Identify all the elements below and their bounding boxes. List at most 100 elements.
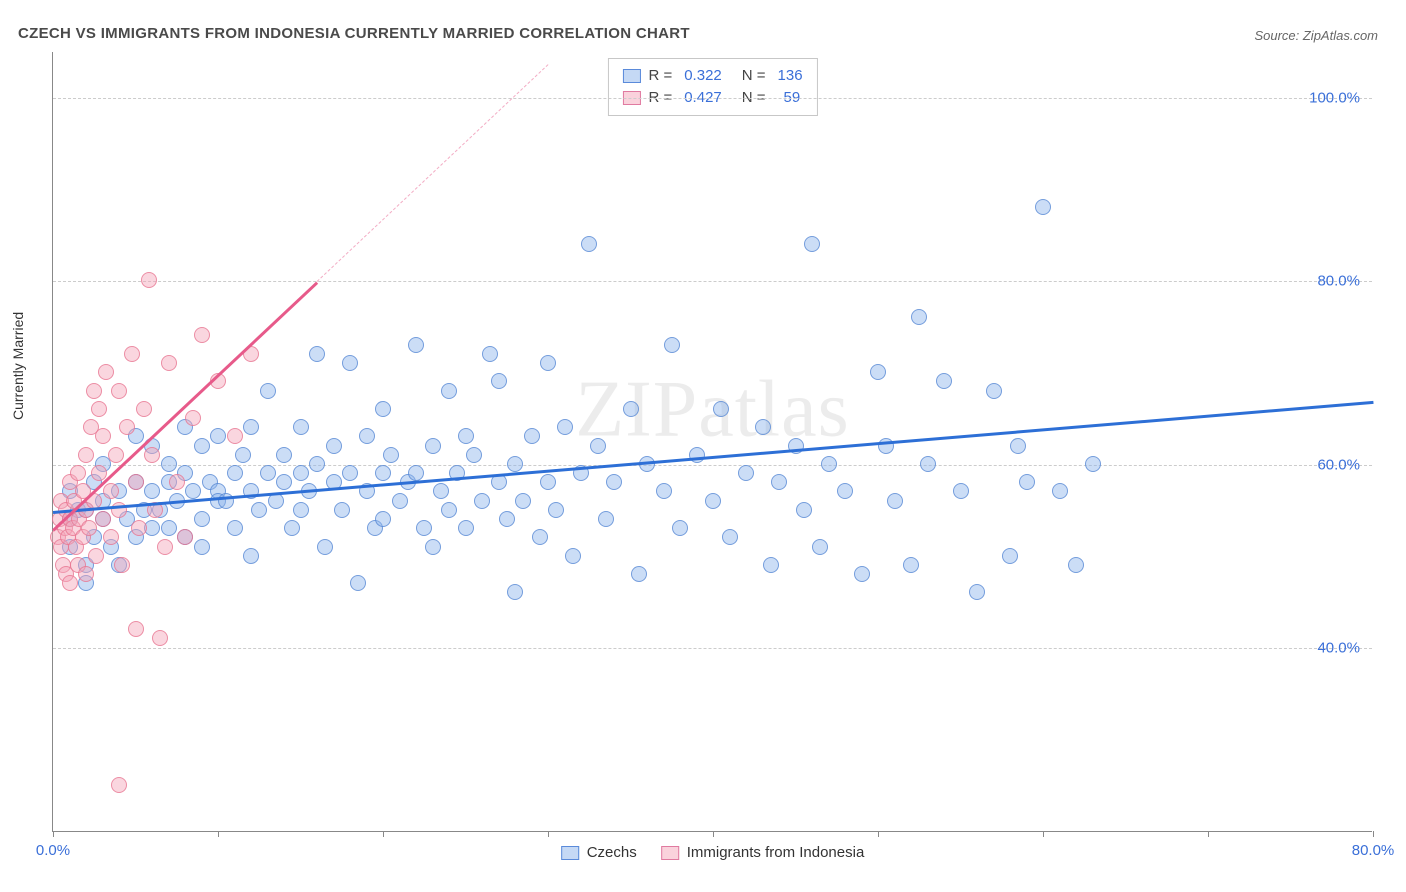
scatter-point [227,520,243,536]
scatter-point [342,355,358,371]
y-tick-label: 60.0% [1317,456,1360,473]
scatter-point [326,438,342,454]
scatter-point [771,474,787,490]
scatter-point [1052,483,1068,499]
scatter-point [656,483,672,499]
scatter-point [194,539,210,555]
gridline [53,465,1372,466]
scatter-point [920,456,936,472]
scatter-point [903,557,919,573]
scatter-point [260,465,276,481]
scatter-point [713,401,729,417]
scatter-point [108,447,124,463]
scatter-point [210,428,226,444]
scatter-point [969,584,985,600]
scatter-point [1019,474,1035,490]
x-tick [713,831,714,837]
scatter-point [631,566,647,582]
scatter-point [540,474,556,490]
scatter-point [194,511,210,527]
scatter-point [911,309,927,325]
scatter-point [1010,438,1026,454]
scatter-point [623,401,639,417]
scatter-point [334,502,350,518]
scatter-point [433,483,449,499]
scatter-point [507,456,523,472]
scatter-point [114,557,130,573]
scatter-point [738,465,754,481]
scatter-point [141,272,157,288]
plot-area: ZIPatlas R = 0.322 N = 136 R = 0.427 N =… [52,52,1372,832]
scatter-point [350,575,366,591]
scatter-point [482,346,498,362]
scatter-point [131,520,147,536]
scatter-point [293,419,309,435]
legend-item-czechs: Czechs [561,844,637,861]
scatter-point [532,529,548,545]
scatter-point [91,401,107,417]
scatter-point [763,557,779,573]
scatter-point [128,474,144,490]
gridline [53,281,1372,282]
gridline [53,98,1372,99]
scatter-point [375,511,391,527]
scatter-point [466,447,482,463]
scatter-point [1085,456,1101,472]
scatter-point [1002,548,1018,564]
scatter-point [953,483,969,499]
gridline [53,648,1372,649]
scatter-point [103,483,119,499]
scatter-point [78,566,94,582]
scatter-point [161,456,177,472]
scatter-point [194,327,210,343]
scatter-point [458,428,474,444]
scatter-point [887,493,903,509]
scatter-point [309,346,325,362]
scatter-point [796,502,812,518]
scatter-point [86,383,102,399]
scatter-point [672,520,688,536]
scatter-point [1068,557,1084,573]
scatter-point [98,364,114,380]
scatter-point [581,236,597,252]
scatter-point [499,511,515,527]
scatter-point [986,383,1002,399]
scatter-point [276,447,292,463]
scatter-point [103,529,119,545]
scatter-point [185,483,201,499]
scatter-point [812,539,828,555]
scatter-point [664,337,680,353]
scatter-point [293,465,309,481]
x-tick [383,831,384,837]
scatter-point [804,236,820,252]
n-label: N = [742,65,766,87]
scatter-point [524,428,540,444]
scatter-point [161,520,177,536]
x-tick [53,831,54,837]
scatter-point [416,520,432,536]
scatter-point [136,401,152,417]
swatch-blue-icon [561,846,579,860]
scatter-point [235,447,251,463]
scatter-point [95,428,111,444]
scatter-point [342,465,358,481]
legend-label: Czechs [587,844,637,861]
scatter-point [425,438,441,454]
r-value-czechs: 0.322 [684,65,722,87]
scatter-point [161,355,177,371]
scatter-point [293,502,309,518]
scatter-point [598,511,614,527]
scatter-point [408,465,424,481]
scatter-point [227,465,243,481]
y-tick-label: 80.0% [1317,273,1360,290]
scatter-point [722,529,738,545]
scatter-point [111,777,127,793]
scatter-point [606,474,622,490]
scatter-point [78,447,94,463]
scatter-point [425,539,441,555]
legend-series: Czechs Immigrants from Indonesia [561,844,865,861]
scatter-point [548,502,564,518]
scatter-point [392,493,408,509]
source-label: Source: ZipAtlas.com [1254,28,1378,43]
x-tick-label: 0.0% [36,842,70,859]
